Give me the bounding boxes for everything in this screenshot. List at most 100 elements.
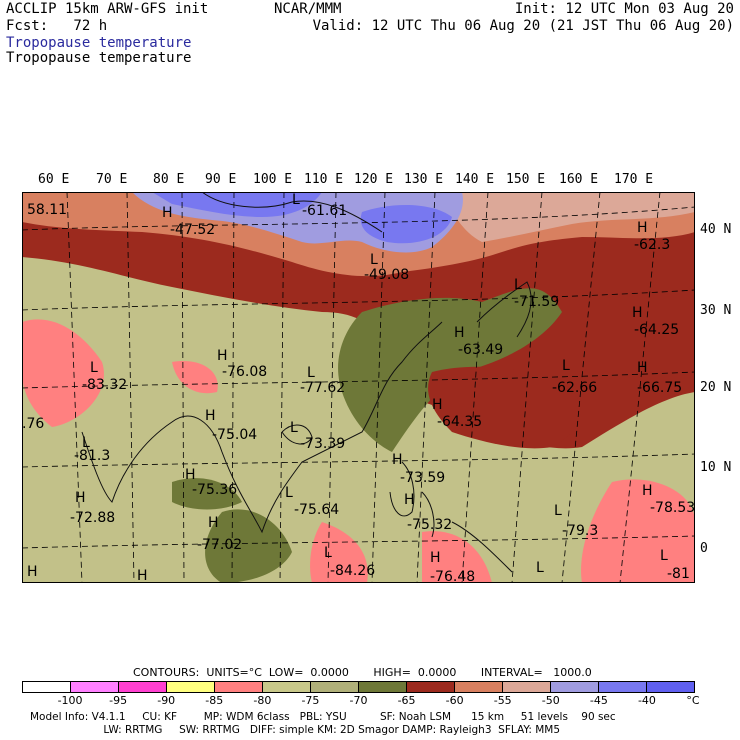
center-value: .76	[22, 416, 44, 432]
center-letter: L	[292, 192, 300, 208]
colorbar-tick-label: -100	[57, 694, 83, 707]
colorbar-segment	[119, 682, 167, 692]
center-value: -49.08	[364, 267, 409, 283]
colorbar-segment	[599, 682, 647, 692]
org-label: NCAR/MMM	[274, 1, 342, 17]
colorbar-segment	[215, 682, 263, 692]
cold-patch-dark	[152, 192, 322, 217]
center-letter: H	[637, 360, 648, 376]
tropopause-map: H -47.52 L -61.61 L -49.08 H -62.3 L -71…	[22, 192, 695, 583]
colorbar-segment	[263, 682, 311, 692]
center-letter: L	[660, 548, 668, 564]
graticule	[22, 192, 695, 583]
forecast-hour: Fcst: 72 h	[6, 18, 108, 34]
lat-label: 30 N	[700, 303, 732, 318]
center-letter: H	[432, 397, 443, 413]
center-value: -63.49	[458, 342, 503, 358]
colorbar-segment	[647, 682, 694, 692]
center-value: -73.39	[300, 436, 345, 452]
colorbar-tick-label: -45	[589, 694, 608, 707]
lon-label: 150 E	[506, 172, 546, 187]
center-letter: L	[324, 545, 332, 561]
lon-label: 130 E	[404, 172, 444, 187]
colorbar-unit: °C	[686, 694, 700, 707]
olive-region-south	[205, 509, 292, 583]
center-letter: H	[454, 325, 465, 341]
model-title: ACCLIP 15km ARW-GFS init	[6, 1, 209, 17]
center-letter: L	[90, 360, 98, 376]
center-letter: L	[562, 358, 570, 374]
center-letter: H	[404, 492, 415, 508]
field-title-blue: Tropopause temperature	[6, 35, 192, 51]
colorbar	[22, 681, 695, 693]
colorbar-ticks: -100 -95 -90 -85 -80 -75 -70 -65 -60 -55 -50 -45 -40…	[22, 694, 700, 708]
lat-label: 20 N	[700, 380, 732, 395]
pressure-labels: H -47.52 L -61.61 L -49.08 H -62.3 L -71…	[22, 192, 695, 583]
colorbar-tick-label: -40	[637, 694, 656, 707]
center-value: -81	[667, 566, 690, 582]
center-letter: H	[185, 467, 196, 483]
center-value: -72.88	[70, 510, 115, 526]
colorbar-segment	[455, 682, 503, 692]
center-value: -61.61	[302, 203, 347, 219]
valid-time: Valid: 12 UTC Thu 06 Aug 20 (21 JST Thu …	[312, 18, 734, 34]
center-value: -62.3	[634, 237, 670, 253]
colorbar-segment	[167, 682, 215, 692]
center-value: -64.35	[437, 414, 482, 430]
colorbar-tick-label: -95	[109, 694, 128, 707]
colorbar-tick-label: -80	[253, 694, 272, 707]
center-letter: H	[392, 452, 403, 468]
center-value: -64.25	[634, 322, 679, 338]
colorbar-tick-label: -60	[445, 694, 464, 707]
center-value: -62.66	[552, 380, 597, 396]
center-letter: L	[514, 277, 522, 293]
center-letter: H	[430, 550, 441, 566]
lon-label: 100 E	[253, 172, 293, 187]
cold-patch-southeast	[581, 479, 695, 583]
colorbar-tick-label: -85	[205, 694, 224, 707]
map-panel: H -47.52 L -61.61 L -49.08 H -62.3 L -71…	[22, 192, 695, 583]
lon-label: 140 E	[455, 172, 495, 187]
colorbar-segment	[311, 682, 359, 692]
model-info-line2: LW: RRTMG SW: RRTMG DIFF: simple KM: 2D …	[30, 724, 561, 736]
center-value: -78.53	[650, 500, 695, 516]
center-value: -76.48	[430, 569, 475, 583]
colorbar-tick-label: -90	[157, 694, 176, 707]
center-letter: H	[162, 205, 173, 221]
center-letter: L	[370, 252, 378, 268]
center-letter: L	[554, 503, 562, 519]
center-letter: H	[217, 348, 228, 364]
center-value: -76.08	[222, 364, 267, 380]
center-letter: H	[637, 220, 648, 236]
center-value: -75.36	[192, 482, 237, 498]
lat-label: 40 N	[700, 222, 732, 237]
lon-label: 120 E	[354, 172, 394, 187]
center-value: -79.3	[562, 523, 598, 539]
init-time: Init: 12 UTC Mon 03 Aug 20	[514, 1, 734, 17]
center-letter: H	[205, 408, 216, 424]
lon-label: 60 E	[38, 172, 70, 187]
center-letter: L	[290, 420, 298, 436]
colorbar-segment	[359, 682, 407, 692]
lat-label: 0	[700, 541, 708, 556]
lon-label: 90 E	[205, 172, 237, 187]
center-value: -81.3	[74, 448, 110, 464]
colorbar-segment	[71, 682, 119, 692]
colorbar-tick-label: -50	[541, 694, 560, 707]
lon-label: 110 E	[304, 172, 344, 187]
lon-label: 160 E	[559, 172, 599, 187]
lon-label: 80 E	[153, 172, 185, 187]
center-value: -47.52	[170, 222, 215, 238]
warm-region-east	[428, 366, 581, 449]
colorbar-segment	[23, 682, 71, 692]
coastlines	[81, 192, 532, 573]
center-value: 58.11	[27, 202, 67, 218]
center-letter: L	[307, 365, 315, 381]
colorbar-tick-label: -70	[349, 694, 368, 707]
center-letter: L	[285, 485, 293, 501]
center-value: -84.26	[330, 563, 375, 579]
pink-band	[442, 192, 695, 242]
field-title: Tropopause temperature	[6, 50, 192, 66]
center-value: -75.32	[407, 517, 452, 533]
cold-patch-south	[310, 522, 368, 583]
